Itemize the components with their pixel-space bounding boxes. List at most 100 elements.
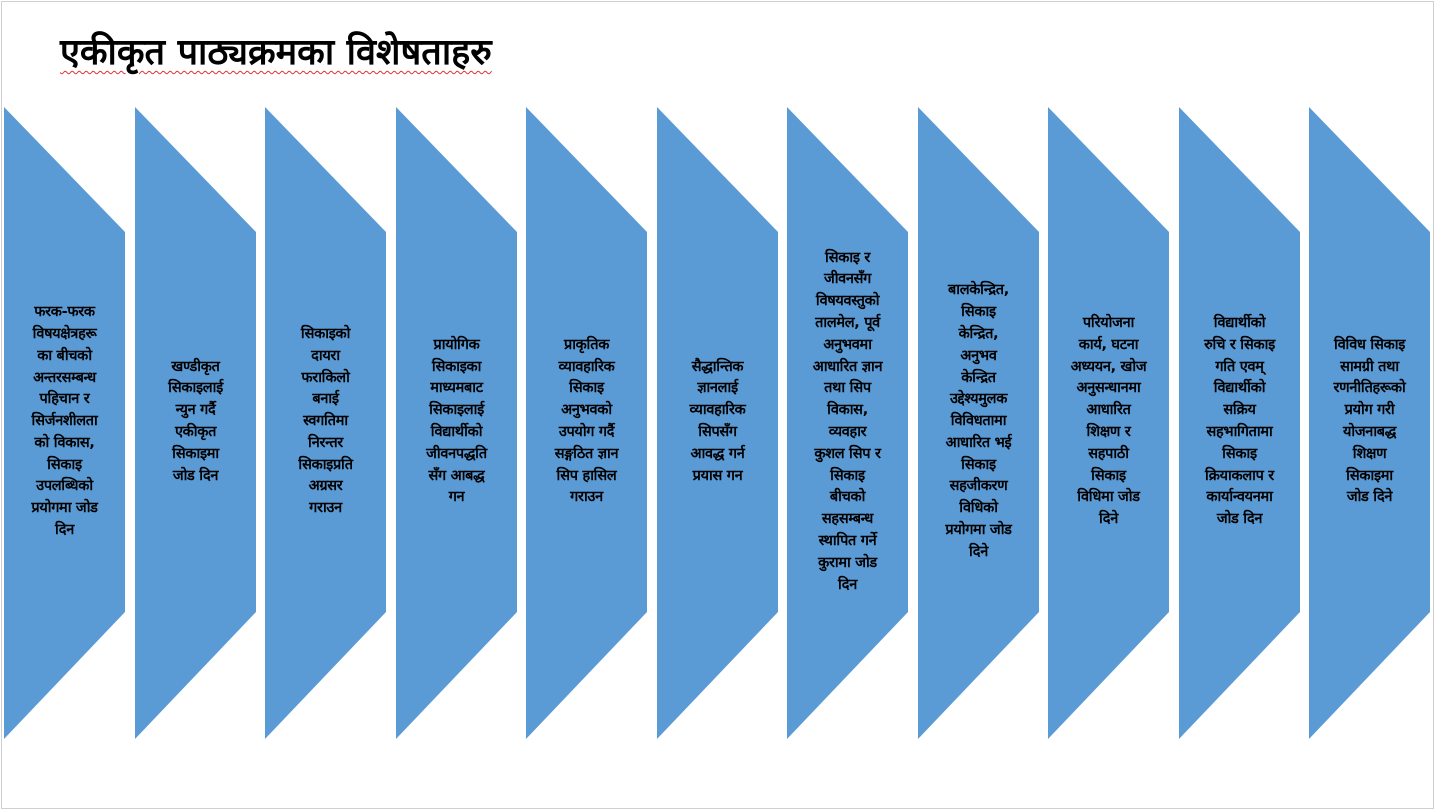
chevron-text-line: गराउन [309,500,342,517]
chevron-text-line: स्थापित गर्ने [818,532,877,549]
chevron-text-line: विद्यार्थीको [430,424,483,440]
chevron-text-line: जोड दिन [172,467,219,484]
chevron-text: विविध सिकाइ सामग्री तथा रणनीतिहरूको प्रयोग … [1309,232,1430,612]
chevron-text-line: दिन [838,576,857,593]
chevron-text-line: विकास, [827,402,868,419]
chevron-text-line: अन्तरसम्बन्ध [33,369,96,386]
chevron-text-line: उद्देश्यमुलक [949,391,1008,408]
chevron-text-line: विविध सिकाइ [1333,336,1406,353]
chevron-text-line: गराउन [570,489,603,506]
chevron-text-line: शिक्षण र [1086,424,1131,440]
chevron-shape[interactable]: खण्डीकृत सिकाइलाई न्युन गर्दै एकीकृत सिकाइमा… [135,107,256,739]
chevron-shape-fill [657,107,778,739]
chevron-text: परियोजना कार्य, घटना अध्ययन, खोज अनुसन्धानम… [1048,232,1169,612]
chevron-text-line: जोड दिने [1346,489,1393,506]
chevron-text-line: सहभागितामा [1206,424,1273,440]
chevron-text-line: प्रयोगमा जोड [945,522,1012,539]
chevron-shape-fill [787,107,908,739]
chevron-shape[interactable]: फरक-फरक विषयक्षेत्रहरू का बीचको अन्तरसम्बन्… [4,107,125,739]
chevron-text: सिकाइ र जीवनसँग विषयवस्तुको तालमेल, पूर्व अन… [787,232,908,612]
chevron-text-line: व्यावहारिक [558,358,615,375]
chevron-shape[interactable]: विद्यार्थीको रुचि र सिकाइ गति एवम् विद्यार्… [1179,107,1300,739]
chevron-shape[interactable]: प्राकृतिक व्यावहारिक सिकाइ अनुभवको उपयोग गर्… [526,107,647,739]
chevron-text-line: कार्यान्वयनमा [1206,489,1273,506]
chevron-text-line: जीवनसँग [823,271,872,288]
chevron-text-line: गन [448,489,465,506]
chevron-text-line: विधिको [959,500,998,517]
chevron-text-line: सिर्जनशीलता [31,413,98,430]
chevron-shape-fill [1309,107,1430,739]
chevron-text-line: दिने [1099,511,1118,528]
chevron-text-line: निरन्तर [308,434,343,451]
chevron-text-line: फराकिलो [301,369,350,386]
chevron-text-line: सिकाइ [830,467,865,484]
chevron-shape-fill [526,107,647,739]
chevron-text-line: योजनाबद्ध [1342,424,1397,440]
chevron-text: खण्डीकृत सिकाइलाई न्युन गर्दै एकीकृत सिकाइमा… [135,232,256,612]
chevron-text-line: सहपाठी [1088,445,1129,462]
chevron-shape[interactable]: बालकेन्द्रित, सिकाइ केन्द्रित, अनुभव केन्द्र… [918,107,1039,739]
chevron-text-line: गति एवम् [1215,358,1264,375]
chevron-text-line: दिने [969,543,988,560]
chevron-text-line: को विकास, [34,434,95,451]
chevron-text-line: कुरामा जोड [818,554,877,571]
chevron-text: प्राकृतिक व्यावहारिक सिकाइ अनुभवको उपयोग गर्… [526,232,647,612]
chevron-text-line: सिकाइ [1091,467,1126,484]
chevron-text-line: फरक-फरक [34,304,95,321]
chevron-text-line: अनुसन्धानमा [1076,380,1141,397]
chevron-shape[interactable]: परियोजना कार्य, घटना अध्ययन, खोज अनुसन्धानम… [1048,107,1169,739]
chevron-text-line: सिकाइप्रति [298,456,353,473]
chevron-text-line: उपयोग गर्दै [558,424,615,440]
chevron-text-line: जोड दिन [1216,511,1263,528]
chevron-shape[interactable]: प्रायोगिक सिकाइका माध्यमबाट सिकाइलाई विद्यार… [396,107,517,739]
chevron-text-line: कुशल सिप र [814,445,881,462]
chevron-text-line: स्वगतिमा [303,413,348,430]
chevron-text-line: आधारित भई [945,434,1012,451]
chevron-text-line: विद्यार्थीको [1213,380,1266,397]
chevron-text-line: सहसम्बन्ध [821,511,874,528]
chevron-text: फरक-फरक विषयक्षेत्रहरू का बीचको अन्तरसम्बन्… [4,232,125,612]
chevron-text-line: खण्डीकृत [171,358,220,375]
chevron-text: बालकेन्द्रित, सिकाइ केन्द्रित, अनुभव केन्द्र… [918,232,1039,612]
chevron-text-line: अध्ययन, खोज [1070,358,1147,375]
chevron-text-line: जीवनपद्धति [426,445,487,462]
chevron-shape-fill [396,107,517,739]
chevron-shape[interactable]: सैद्धान्तिक ज्ञानलाई व्यावहारिक सिपसँग आवद्ध… [657,107,778,739]
chevron-text-line: सिकाइलाई [168,380,223,397]
chevron-text-line: बीचको [829,489,866,506]
slide-title[interactable]: एकीकृत पाठ्यक्रमका विशेषताहरु [60,32,492,73]
chevron-text-line: सिकाइ [961,456,996,473]
chevron-text-line: सङ्गठित ज्ञान [554,445,619,462]
chevron-text-line: शिक्षण [1352,445,1387,462]
chevron-text-line: क्रियाकलाप र [1205,467,1274,484]
chevron-text: सैद्धान्तिक ज्ञानलाई व्यावहारिक सिपसँग आवद्ध… [657,232,778,612]
chevron-text-line: परियोजना [1082,315,1135,332]
chevron-text-line: सिकाइलाई [429,402,484,419]
chevron-text-line: अनुभवको [561,402,612,419]
chevron-text-line: सिकाइका [431,358,482,375]
chevron-text-line: आधारित [1086,402,1131,419]
chevron-text-line: दायरा [311,347,340,364]
chevron-text-line: माध्यमबाट [430,380,483,397]
chevron-shape-fill [265,107,386,739]
chevron-text-line: अनुभवमा [823,336,872,353]
chevron-text-line: सिकाइ [47,456,82,473]
chevron-text-line: सिकाइको [300,325,351,342]
chevron-text-line: बनाई [312,391,339,408]
chevron-shape[interactable]: सिकाइको दायरा फराकिलो बनाई स्वगतिमा निरन्तर सि… [265,107,386,739]
chevron-shape-fill [4,107,125,739]
chevron-text: प्रायोगिक सिकाइका माध्यमबाट सिकाइलाई विद्यार… [396,232,517,612]
chevron-shape[interactable]: सिकाइ र जीवनसँग विषयवस्तुको तालमेल, पूर्व अन… [787,107,908,739]
chevron-text-line: सिकाइ [961,304,996,321]
chevron-text-line: रुचि र सिकाइ [1204,336,1275,353]
chevron-text-line: तथा सिप [824,380,871,397]
chevron-text-line: सिकाइमा [172,445,219,462]
chevron-text-line: ज्ञानलाई [697,380,738,397]
chevron-shape[interactable]: विविध सिकाइ सामग्री तथा रणनीतिहरूको प्रयोग … [1309,107,1430,739]
chevron-text-line: विविधतामा [950,413,1007,430]
chevron-text-line: विषयक्षेत्रहरू [32,325,97,342]
chevron-text-line: दिन [55,522,74,539]
chevron-text-line: विषयवस्तुको [815,293,880,310]
chevron-text-line: अनुभव [960,347,997,364]
chevron-text-line: सिकाइ र [824,249,871,266]
